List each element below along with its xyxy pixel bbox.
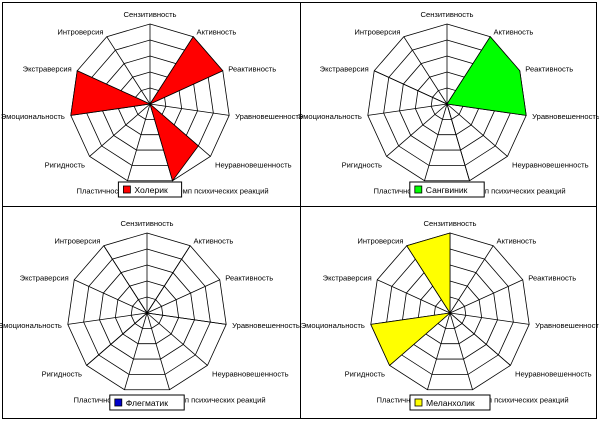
axis-spoke xyxy=(149,103,230,116)
series-area xyxy=(86,245,227,366)
axis-spoke xyxy=(146,312,170,390)
axis-spoke xyxy=(449,279,523,314)
axis-label: Неуравновешенность xyxy=(212,369,289,378)
legend-label: Флегматик xyxy=(126,398,168,408)
axis-label: Пластичность xyxy=(374,187,423,196)
axis-label: Эмоциональность xyxy=(0,321,62,330)
axis-label: Ригидность xyxy=(345,369,385,378)
axis-label: Активность xyxy=(194,237,234,246)
axis-spoke xyxy=(403,36,448,105)
grid-ring xyxy=(417,280,483,345)
axis-label: Сензитивность xyxy=(423,219,476,228)
legend-swatch xyxy=(114,398,123,407)
axis-spoke xyxy=(146,312,208,366)
grid-ring xyxy=(67,232,227,391)
radar-panel-sanguine: Сензитивность Активность Реактивность Уравн… xyxy=(298,10,599,198)
axis-spoke xyxy=(89,103,151,157)
axis-label: Уравновешенность xyxy=(532,112,599,121)
axis-spoke xyxy=(146,279,220,314)
axis-label: Активность xyxy=(497,237,537,246)
axis-spoke xyxy=(449,312,473,390)
axis-label: Сензитивность xyxy=(120,219,173,228)
axis-label: Реактивность xyxy=(225,273,273,282)
axis-spoke xyxy=(424,103,448,181)
axis-spoke xyxy=(124,312,148,390)
grid-ring xyxy=(402,264,498,360)
axis-label: Уравновешенность xyxy=(535,321,599,330)
series-area xyxy=(374,36,527,181)
radar-panel-melancholic: Сензитивность Активность Реактивность Уравн… xyxy=(301,219,599,411)
legend-box xyxy=(109,394,185,411)
axis-spoke xyxy=(74,279,148,314)
legend-swatch xyxy=(123,185,131,194)
legend-label: Меланхолик xyxy=(426,398,475,408)
axis-label: Ригидность xyxy=(45,160,85,169)
axis-label: Темп психических реакций xyxy=(171,396,265,405)
axis-label: Интроверсия xyxy=(54,237,100,246)
legend-swatch xyxy=(414,398,423,407)
axis-label: Эмоциональность xyxy=(1,112,65,121)
axis-label: Пластичность xyxy=(77,187,126,196)
axis-label: Реактивность xyxy=(228,64,276,73)
radar-panel-phlegmatic: Сензитивность Активность Реактивность Уравн… xyxy=(0,219,300,411)
axis-label: Неуравновешенность xyxy=(515,369,592,378)
axis-label: Эмоциональность xyxy=(301,321,365,330)
axis-spoke xyxy=(386,103,448,157)
axis-label: Пластичность xyxy=(377,396,426,405)
axis-label: Ригидность xyxy=(342,160,382,169)
grid-ring xyxy=(433,296,467,329)
axis-label: Эмоциональность xyxy=(298,112,362,121)
axis-spoke xyxy=(106,36,151,105)
axis-label: Экстраверсия xyxy=(323,273,372,282)
axis-spoke xyxy=(127,103,151,181)
axis-label: Экстраверсия xyxy=(23,64,72,73)
legend-box xyxy=(117,181,183,198)
axis-label: Сензитивность xyxy=(420,10,473,19)
axis-label: Интроверсия xyxy=(354,28,400,37)
axis-label: Интроверсия xyxy=(357,237,403,246)
axis-label: Пластичность xyxy=(74,396,123,405)
axis-spoke xyxy=(446,103,508,157)
axis-label: Активность xyxy=(494,28,534,37)
axis-label: Реактивность xyxy=(528,273,576,282)
axis-label: Ригидность xyxy=(42,369,82,378)
grid-ring xyxy=(99,264,195,360)
axis-label: Сензитивность xyxy=(123,10,176,19)
grid-ring xyxy=(83,248,211,375)
legend-label: Холерик xyxy=(134,185,168,195)
axis-label: Экстраверсия xyxy=(20,273,69,282)
axis-label: Уравновешенность xyxy=(235,112,303,121)
grid-ring xyxy=(114,280,180,345)
axis-spoke xyxy=(367,103,448,116)
axis-label: Интроверсия xyxy=(57,28,103,37)
axis-spoke xyxy=(449,312,530,325)
legend-box xyxy=(409,181,485,198)
grid-ring xyxy=(130,296,164,329)
axis-spoke xyxy=(449,245,494,314)
series-area xyxy=(70,36,224,182)
axis-label: Темп психических реакций xyxy=(174,187,268,196)
legend-label: Сангвиник xyxy=(426,185,468,195)
axis-spoke xyxy=(67,312,148,325)
axis-spoke xyxy=(377,279,451,314)
axis-label: Темп психических реакций xyxy=(474,396,568,405)
axis-label: Активность xyxy=(197,28,237,37)
axis-label: Экстраверсия xyxy=(320,64,369,73)
grid-ring xyxy=(370,232,530,391)
radar-panel-choleric: Сензитивность Активность Реактивность Уравн… xyxy=(1,10,303,198)
series-area xyxy=(370,232,511,367)
axis-spoke xyxy=(427,312,451,390)
axis-label: Темп психических реакций xyxy=(471,187,565,196)
axis-label: Реактивность xyxy=(525,64,573,73)
legend-swatch xyxy=(414,185,423,194)
axis-label: Неуравновешенность xyxy=(215,160,292,169)
legend-box xyxy=(409,394,491,411)
axis-label: Неуравновешенность xyxy=(512,160,589,169)
grid-ring xyxy=(386,248,514,375)
axis-label: Уравновешенность xyxy=(232,321,300,330)
